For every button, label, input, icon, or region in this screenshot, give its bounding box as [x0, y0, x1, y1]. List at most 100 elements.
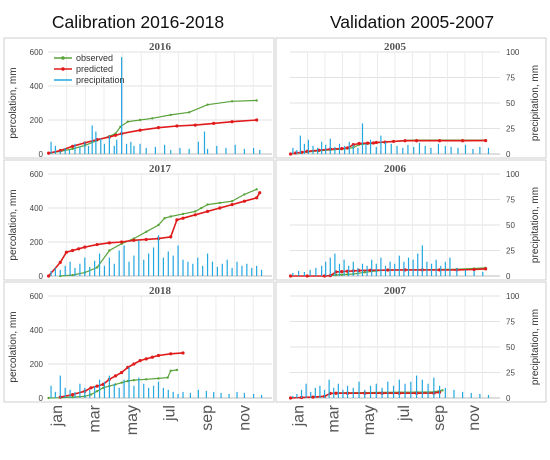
- observed-point: [144, 378, 148, 381]
- panel-title: 2006: [384, 163, 407, 175]
- observed-point: [163, 217, 166, 220]
- y2-tick-label: 100: [506, 170, 520, 179]
- predicted-point: [334, 391, 338, 395]
- y-axis-label: percolation, mm: [8, 311, 19, 382]
- predicted-point: [374, 140, 378, 145]
- predicted-point: [144, 237, 148, 242]
- predicted-point: [120, 370, 124, 375]
- observed-point: [95, 266, 99, 269]
- observed-point: [71, 395, 74, 399]
- panel-title: 2017: [149, 163, 172, 175]
- series-precipitation: [50, 367, 263, 398]
- panel-frame: [3, 37, 275, 159]
- predicted-point: [169, 235, 173, 239]
- y-axis-label: percolation, mm: [8, 189, 19, 260]
- predicted-point: [357, 141, 361, 146]
- panel-title: 2016: [149, 41, 172, 53]
- predicted-line: [47, 192, 261, 277]
- observed-point: [114, 383, 117, 386]
- predicted-point: [113, 133, 118, 137]
- predicted-point: [255, 118, 259, 122]
- observed-point: [71, 147, 74, 151]
- predicted-point: [58, 149, 62, 153]
- observed-point: [187, 111, 191, 114]
- y-tick-label: 200: [30, 116, 44, 125]
- observed-line: [48, 99, 257, 154]
- series-precipitation: [292, 375, 490, 398]
- observed-point: [340, 273, 343, 276]
- month-label-jul: jul: [396, 405, 413, 422]
- observed-point: [194, 210, 197, 213]
- y2-tick-label: 25: [506, 369, 515, 378]
- series-observed: [59, 188, 258, 278]
- panel-title: 2007: [384, 285, 407, 297]
- predicted-point: [366, 141, 370, 145]
- observed-point: [102, 386, 105, 389]
- column-title-validation: Validation 2005-2007: [330, 12, 494, 32]
- predicted-point: [70, 248, 75, 253]
- panel-frame: [275, 281, 547, 403]
- predicted-point: [305, 274, 309, 278]
- y-tick-label: 400: [30, 204, 44, 213]
- observed-point: [132, 378, 136, 382]
- predicted-point: [391, 139, 396, 144]
- chart-panel-2005: 0 25 50 75 100 2005 precipitation, mm: [275, 37, 547, 159]
- predicted-point: [472, 267, 476, 272]
- predicted-point: [132, 362, 136, 366]
- chart-panel-2018: 0 200 400 600 2018 percolation, mm: [3, 281, 275, 403]
- observed-point: [126, 120, 129, 123]
- predicted-point: [193, 123, 197, 127]
- predicted-point: [205, 209, 210, 213]
- observed-point: [157, 223, 160, 227]
- predicted-point: [340, 146, 344, 151]
- predicted-point: [64, 250, 69, 254]
- predicted-point: [193, 213, 197, 217]
- y2-tick-label: 100: [506, 292, 520, 301]
- observed-point: [108, 249, 111, 252]
- chart-panel-2006: 0 25 50 75 100 2006 precipitation, mm: [275, 159, 547, 281]
- predicted-point: [255, 196, 259, 200]
- y-tick-label: 600: [30, 292, 44, 301]
- predicted-point: [150, 355, 154, 359]
- observed-point: [206, 103, 209, 106]
- panel-title: 2018: [149, 285, 172, 297]
- legend-marker-observed: [61, 56, 65, 60]
- predicted-point: [144, 357, 148, 361]
- observed-point: [144, 230, 148, 233]
- series-precipitation: [292, 245, 484, 276]
- observed-point: [255, 188, 258, 191]
- predicted-point: [95, 384, 99, 388]
- month-label-nov: nov: [236, 405, 253, 431]
- observed-point: [441, 389, 444, 392]
- predicted-point: [230, 203, 234, 207]
- predicted-point: [288, 152, 293, 156]
- predicted-point: [371, 141, 376, 145]
- y-axis-label: percolation, mm: [8, 67, 19, 138]
- legend-label-observed: observed: [76, 53, 113, 63]
- month-label-mar: mar: [87, 404, 104, 432]
- y-tick-label: 200: [30, 360, 44, 369]
- y2-tick-label: 25: [506, 247, 515, 256]
- y2-tick-label: 0: [506, 394, 511, 403]
- y2-tick-label: 75: [506, 318, 515, 327]
- legend-label-precipitation: precipitation: [76, 75, 125, 85]
- month-label-sep: sep: [431, 405, 448, 431]
- predicted-line: [290, 139, 486, 155]
- predicted-point: [403, 139, 407, 143]
- series-observed: [47, 99, 258, 155]
- predicted-point: [230, 120, 234, 124]
- predicted-point: [258, 191, 262, 195]
- month-label-jan: jan: [49, 405, 66, 427]
- panel-frame: [3, 159, 275, 281]
- predicted-point: [47, 151, 51, 155]
- predicted-point: [345, 146, 350, 150]
- predicted-point: [175, 124, 179, 128]
- predicted-point: [437, 139, 442, 143]
- series-precipitation: [50, 57, 261, 154]
- predicted-point: [70, 144, 75, 148]
- month-label-mar: mar: [326, 404, 343, 432]
- predicted-point: [218, 206, 222, 210]
- observed-point: [126, 379, 129, 383]
- observed-point: [47, 396, 50, 400]
